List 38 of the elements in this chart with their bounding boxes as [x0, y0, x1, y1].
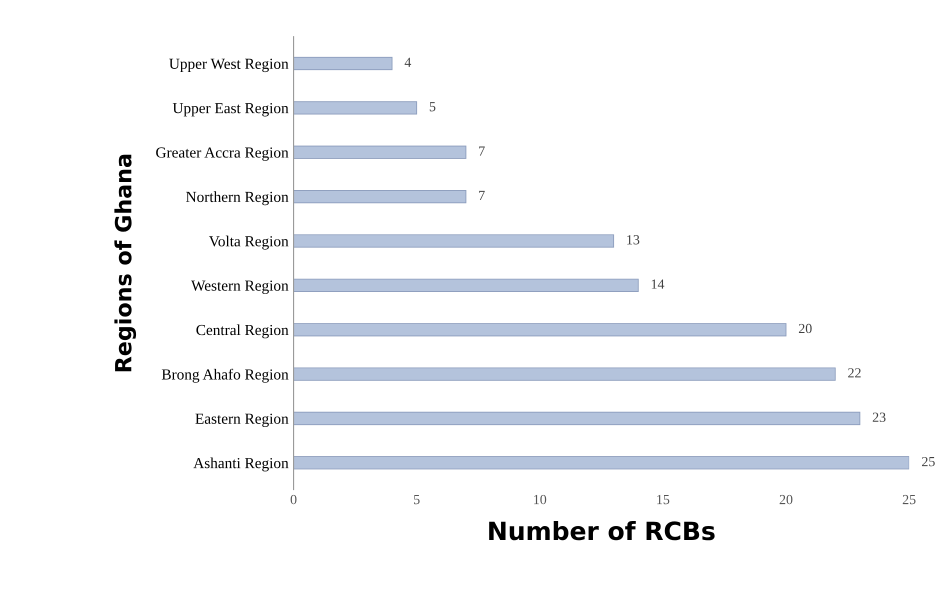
data-label: 14 [652, 280, 664, 289]
y-tick-label: Ashanti Region [193, 458, 288, 472]
x-tick-label: 5 [414, 495, 420, 504]
data-label: 25 [922, 456, 935, 466]
x-tick-label: 10 [534, 494, 546, 504]
bar [294, 412, 860, 426]
data-label: 7 [479, 146, 485, 156]
x-tick-label: 0 [290, 494, 297, 504]
bar [294, 278, 639, 292]
y-tick-label: Northern Region [186, 191, 288, 206]
data-label: 5 [430, 102, 436, 112]
y-tick-label: Central Region [196, 324, 288, 338]
bar [294, 146, 466, 159]
y-tick-label: Western Region [191, 280, 288, 294]
bar [294, 101, 418, 115]
data-label: 4 [404, 58, 412, 67]
y-axis-title: Regions of Ghana [114, 154, 136, 372]
bar [294, 56, 392, 70]
x-tick-label: 20 [780, 494, 792, 504]
y-tick-label: Greater Accra Region [156, 147, 288, 161]
data-label: 22 [848, 368, 861, 378]
data-label: 23 [872, 412, 886, 422]
y-tick-label: Brong Ahafo Region [162, 368, 288, 383]
x-tick-label: 25 [902, 494, 916, 504]
y-tick-label: Upper West Region [169, 58, 288, 72]
bar [294, 234, 614, 248]
bar [294, 456, 910, 470]
data-label: 20 [798, 324, 812, 334]
bar [294, 367, 836, 381]
x-tick-label: 15 [657, 494, 670, 504]
x-axis-title: Number of RCBs [489, 520, 715, 540]
bar [294, 323, 786, 336]
y-tick-label: Upper East Region [172, 103, 288, 116]
data-label: 13 [627, 235, 640, 244]
bar [294, 190, 466, 204]
y-tick-label: Volta Region [208, 236, 288, 250]
data-label: 7 [479, 190, 485, 200]
y-tick-label: Eastern Region [195, 414, 288, 428]
